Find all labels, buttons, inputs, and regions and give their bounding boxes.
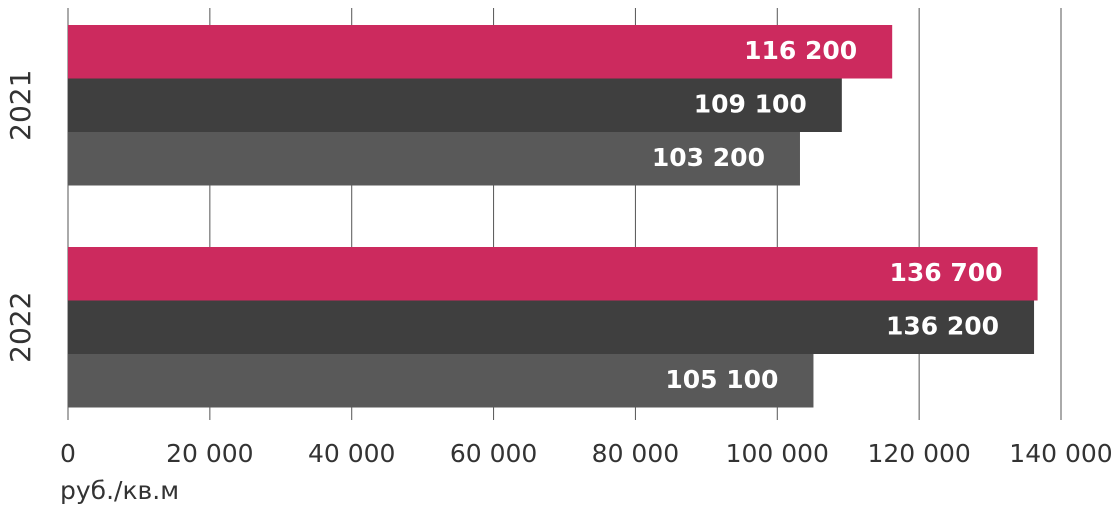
x-tick-label: 60 000 bbox=[450, 439, 537, 468]
x-tick-label: 0 bbox=[60, 439, 76, 468]
x-tick-label: 120 000 bbox=[867, 439, 970, 468]
data-label: 136 200 bbox=[886, 311, 999, 340]
bar bbox=[68, 132, 800, 186]
x-axis-label: руб./кв.м bbox=[60, 476, 179, 505]
y-tick-label: 2022 bbox=[4, 292, 37, 363]
data-label: 103 200 bbox=[652, 143, 765, 172]
x-tick-label: 100 000 bbox=[726, 439, 829, 468]
data-label: 105 100 bbox=[665, 365, 778, 394]
y-tick-label: 2021 bbox=[4, 70, 37, 141]
bar bbox=[68, 25, 893, 79]
bar bbox=[68, 300, 1035, 354]
x-tick-label: 80 000 bbox=[592, 439, 679, 468]
bar bbox=[68, 354, 814, 408]
data-label: 136 700 bbox=[890, 258, 1003, 287]
bar bbox=[68, 247, 1038, 301]
x-tick-label: 140 000 bbox=[1009, 439, 1111, 468]
x-tick-label: 40 000 bbox=[308, 439, 395, 468]
data-label: 116 200 bbox=[744, 36, 857, 65]
data-label: 109 100 bbox=[694, 89, 807, 118]
x-tick-label: 20 000 bbox=[166, 439, 253, 468]
bar bbox=[68, 78, 842, 132]
